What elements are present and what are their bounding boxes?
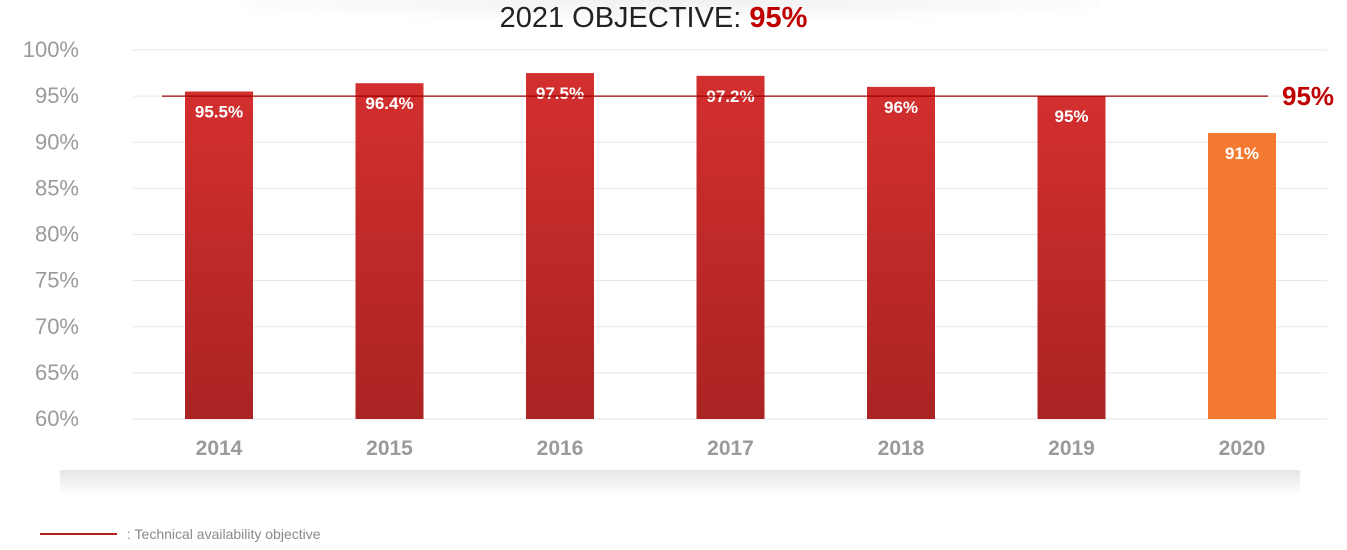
y-axis-ticks: 60% 65% 70% 75% 80% 85% 90% 95% 100% [23, 37, 79, 431]
top-shadow [240, 0, 1100, 40]
x-tick-label: 2018 [878, 437, 925, 460]
legend: : Technical availability objective [40, 524, 321, 544]
bar-value-label: 96.4% [365, 94, 413, 113]
y-tick-label: 65% [35, 360, 79, 385]
y-tick-label: 75% [35, 268, 79, 293]
x-tick-label: 2017 [707, 437, 754, 460]
bar-2020 [1208, 133, 1276, 419]
y-tick-label: 85% [35, 175, 79, 200]
bar-value-label: 91% [1225, 144, 1259, 163]
x-tick-label: 2020 [1219, 437, 1266, 460]
bars: 95.5% 96.4%97.5% 97.2%96% 95%91% [185, 73, 1276, 420]
legend-line-icon [40, 533, 117, 535]
bar-2017 [696, 75, 765, 419]
bar-2016 [526, 73, 594, 419]
chart-title-value: 95% [749, 2, 808, 34]
bar-2018 [867, 86, 935, 420]
y-tick-label: 100% [23, 37, 79, 62]
objective-label: 95% [1282, 81, 1334, 111]
x-tick-label: 2015 [366, 437, 413, 460]
bar-value-label: 97.5% [536, 84, 584, 103]
bar-value-label: 95% [1054, 107, 1088, 126]
bar-2019 [1037, 96, 1106, 419]
objective-marker: 95% [162, 81, 1334, 111]
chart-title: 2021 OBJECTIVE: 95% [0, 2, 1307, 35]
y-tick-label: 80% [35, 222, 79, 247]
x-tick-label: 2016 [537, 437, 584, 460]
bar-value-label: 95.5% [195, 103, 243, 122]
bar-2014 [185, 91, 253, 419]
y-tick-label: 60% [35, 406, 79, 431]
bar-2015 [355, 83, 424, 420]
y-tick-label: 90% [35, 129, 79, 154]
chart-title-prefix: 2021 OBJECTIVE: [499, 2, 750, 34]
x-axis-ticks: 2014 2015 2016 2017 2018 2019 2020 [196, 437, 1266, 460]
legend-label: : Technical availability objective [127, 526, 321, 542]
x-tick-label: 2014 [196, 437, 243, 460]
panel-shadow [60, 470, 1300, 496]
x-tick-label: 2019 [1048, 437, 1095, 460]
y-tick-label: 70% [35, 314, 79, 339]
bar-value-label: 96% [884, 98, 918, 117]
y-tick-label: 95% [35, 83, 79, 108]
